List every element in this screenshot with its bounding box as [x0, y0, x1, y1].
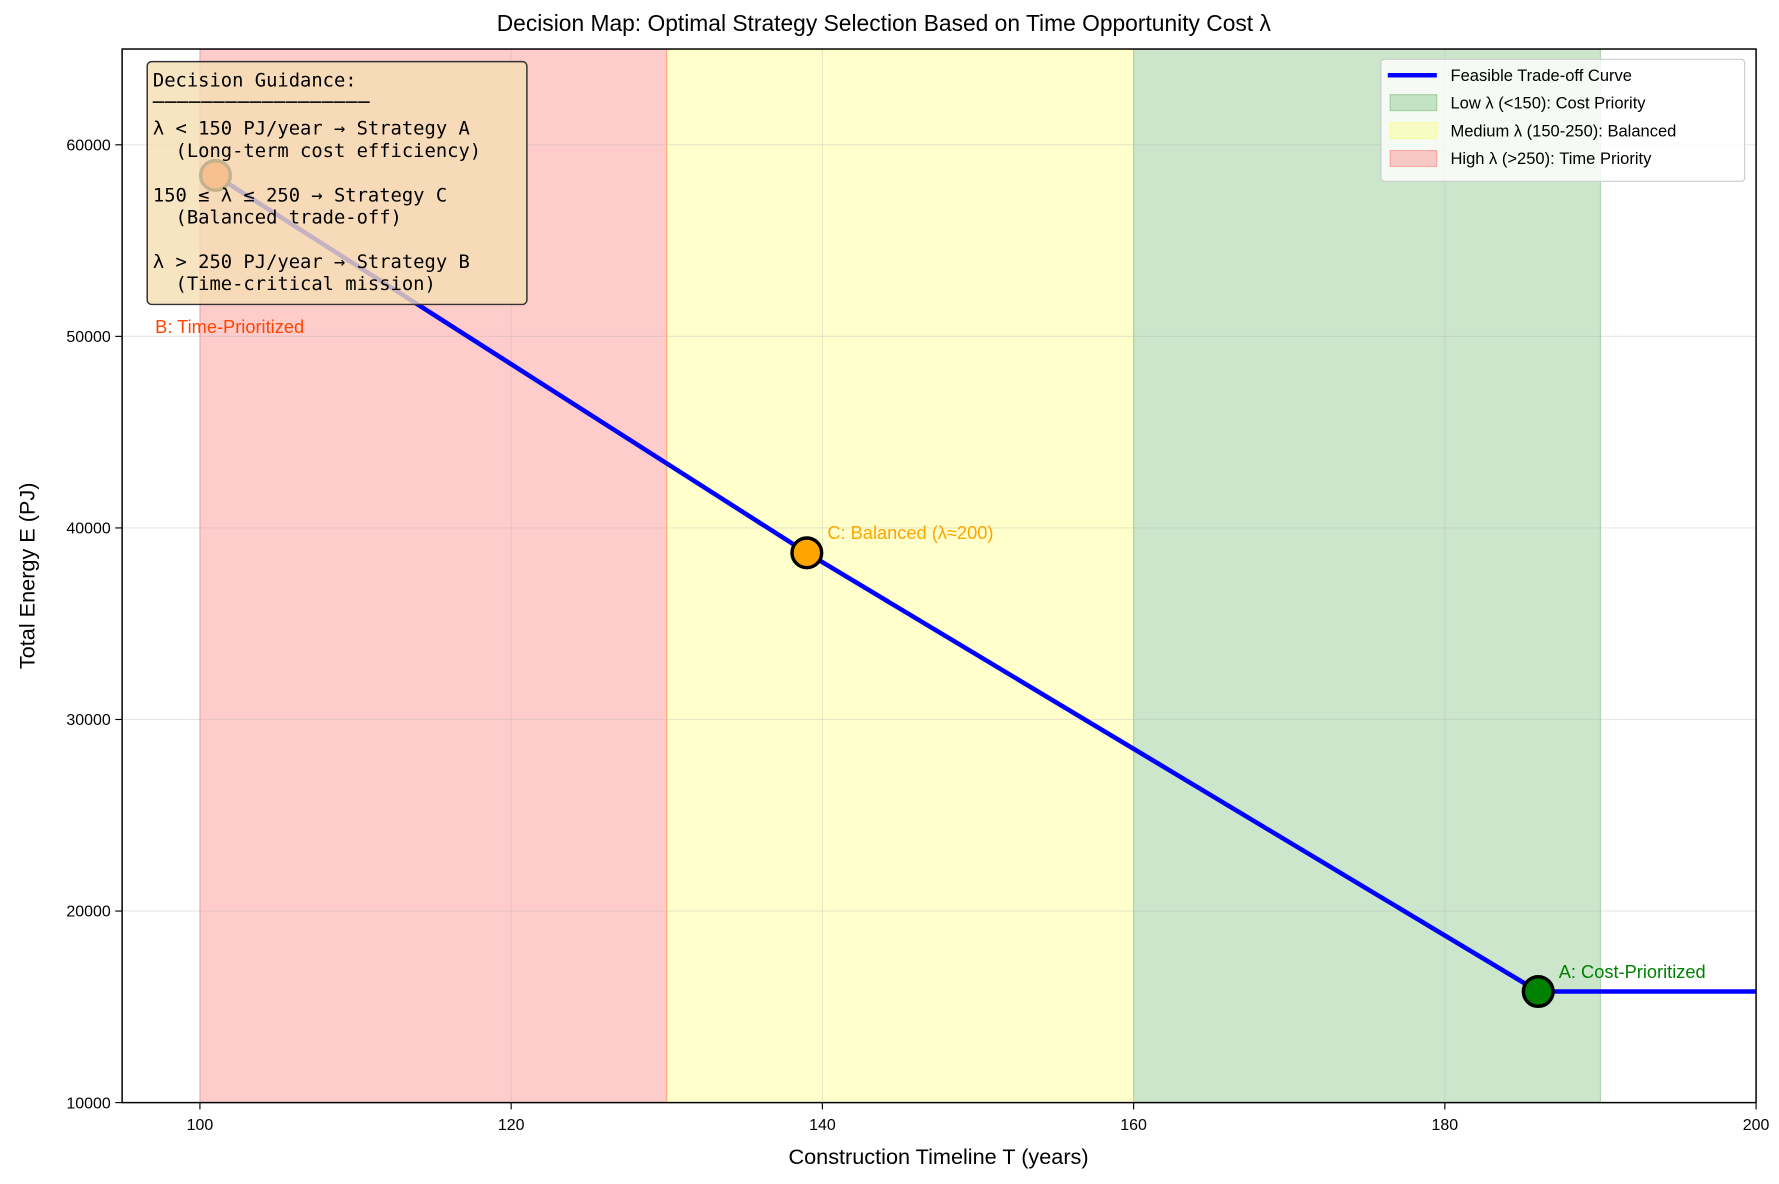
legend-swatch-band	[1389, 122, 1438, 140]
band-0	[1133, 48, 1602, 1104]
y-tick-label: 50000	[66, 329, 110, 346]
guidance-rule: ──────────────────	[152, 92, 370, 113]
guidance-line: (Long-term cost efficiency)	[153, 141, 481, 162]
legend: Feasible Trade-off Curve Low λ (<150): Co…	[1380, 58, 1746, 182]
y-axis-label: Total Energy E (PJ)	[14, 483, 39, 670]
legend-entry: Low λ (<150): Cost Priority	[1450, 93, 1646, 112]
guidance-line: 150 ≤ λ ≤ 250 → Strategy C	[153, 185, 447, 206]
x-tick-label: 180	[1432, 1117, 1459, 1134]
y-tick-label: 60000	[66, 138, 110, 155]
x-tick-label: 140	[809, 1117, 836, 1134]
x-tick-label: 100	[187, 1117, 214, 1134]
legend-entry: Feasible Trade-off Curve	[1450, 66, 1631, 85]
y-tick-label: 20000	[66, 904, 110, 921]
x-tick-label: 120	[498, 1117, 525, 1134]
x-tick-label: 160	[1120, 1117, 1147, 1134]
guidance-title: Decision Guidance:	[153, 71, 357, 92]
legend-swatch-band	[1389, 149, 1438, 168]
band-1	[666, 48, 1135, 1104]
guidance-line: λ > 250 PJ/year → Strategy B	[153, 252, 470, 273]
legend-entry: High λ (>250): Time Priority	[1450, 149, 1652, 168]
guidance-line: (Balanced trade-off)	[153, 207, 402, 228]
strategy-point-1	[790, 536, 824, 570]
strategy-point-2	[1521, 974, 1555, 1009]
series-line-trade-off-curve	[214, 173, 1757, 994]
decision-guidance-box: Decision Guidance: ────────────────── λ …	[146, 60, 528, 306]
y-tick-label: 30000	[66, 712, 110, 729]
strategy-label-2: A: Cost-Prioritized	[1559, 961, 1706, 982]
y-tick-label: 10000	[66, 1095, 110, 1112]
legend-frame	[1380, 58, 1746, 182]
legend-entry: Medium λ (150-250): Balanced	[1450, 121, 1676, 140]
strategy-label-1: C: Balanced (λ≈200)	[827, 522, 993, 543]
x-tick-label: 200	[1743, 1117, 1770, 1134]
guidance-line: λ < 150 PJ/year → Strategy A	[153, 119, 470, 140]
plot-frame	[121, 48, 1757, 1104]
x-axis-label: Construction Timeline T (years)	[788, 1144, 1088, 1169]
strategy-label-0: B: Time-Prioritized	[155, 316, 304, 337]
chart-title: Decision Map: Optimal Strategy Selection…	[497, 10, 1272, 36]
legend-swatch-band	[1389, 94, 1438, 112]
guidance-line: (Time-critical mission)	[153, 274, 436, 295]
y-tick-label: 40000	[66, 521, 110, 538]
